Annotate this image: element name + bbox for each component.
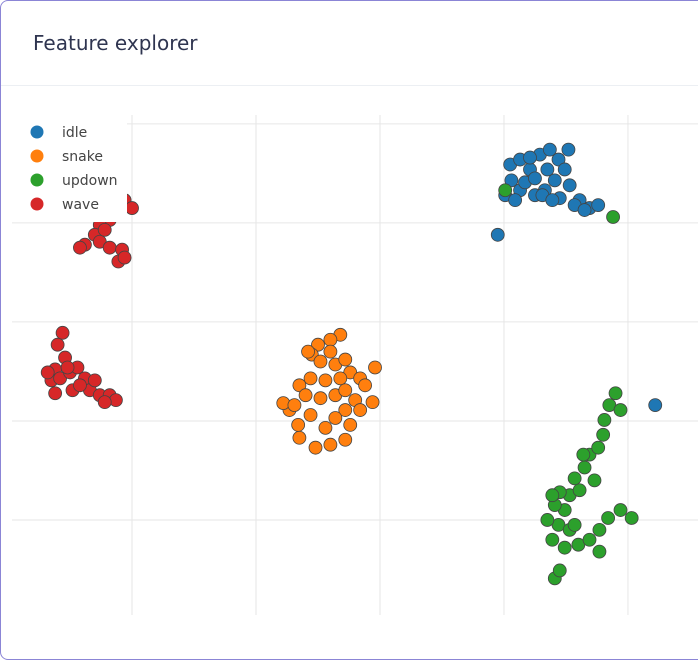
point xyxy=(613,403,628,417)
point xyxy=(338,383,353,398)
point xyxy=(608,386,623,401)
point xyxy=(498,183,513,198)
point xyxy=(567,518,582,532)
point xyxy=(540,513,555,527)
point xyxy=(60,360,75,375)
point xyxy=(561,142,576,157)
point xyxy=(508,193,523,208)
legend-label: idle xyxy=(62,125,87,141)
point xyxy=(125,201,139,215)
point xyxy=(48,386,63,401)
point xyxy=(287,398,302,412)
point xyxy=(353,403,368,417)
point xyxy=(547,173,562,188)
point xyxy=(338,352,353,367)
point xyxy=(97,222,112,237)
point xyxy=(545,488,560,503)
point xyxy=(591,198,606,212)
point xyxy=(55,325,70,340)
point xyxy=(545,532,560,547)
point xyxy=(87,373,102,388)
point xyxy=(318,373,333,388)
point xyxy=(301,344,315,359)
point xyxy=(576,447,591,462)
card-header: Feature explorer xyxy=(1,1,698,86)
point xyxy=(597,413,612,427)
point xyxy=(613,503,628,517)
point xyxy=(624,511,639,525)
point xyxy=(557,162,572,177)
point xyxy=(97,395,112,410)
point xyxy=(577,203,592,217)
point xyxy=(551,152,566,167)
point xyxy=(552,563,567,578)
point xyxy=(313,391,328,406)
point xyxy=(298,388,313,403)
point xyxy=(292,378,307,393)
legend-swatch xyxy=(30,197,44,211)
point xyxy=(542,142,557,157)
point xyxy=(313,354,328,369)
point xyxy=(596,427,611,442)
point xyxy=(338,403,353,417)
point xyxy=(323,437,338,452)
point xyxy=(358,378,373,393)
point xyxy=(504,173,519,188)
point xyxy=(50,337,65,352)
point xyxy=(562,178,577,193)
point xyxy=(311,337,325,352)
point xyxy=(117,250,132,265)
point xyxy=(606,210,620,224)
point xyxy=(318,420,333,435)
point xyxy=(523,150,537,165)
point xyxy=(368,360,382,375)
legend-swatch xyxy=(30,149,44,163)
point xyxy=(40,365,55,380)
point xyxy=(291,418,306,432)
series xyxy=(498,183,639,586)
point xyxy=(343,418,358,432)
point xyxy=(592,544,607,559)
legend-swatch xyxy=(30,125,44,139)
point xyxy=(572,483,587,498)
point xyxy=(333,371,348,386)
point xyxy=(582,532,597,547)
point xyxy=(308,440,323,455)
point xyxy=(323,344,338,359)
point xyxy=(528,171,542,186)
legend-label: snake xyxy=(62,149,103,165)
point xyxy=(365,395,380,410)
point xyxy=(577,460,592,475)
point xyxy=(73,378,87,393)
point xyxy=(587,473,602,488)
legend-label: wave xyxy=(62,197,99,213)
point xyxy=(592,522,607,537)
series xyxy=(276,327,382,455)
point xyxy=(567,471,582,486)
legend: idle snake updown wave xyxy=(12,118,127,222)
point xyxy=(490,227,505,242)
point xyxy=(328,411,343,425)
point xyxy=(102,240,117,255)
point xyxy=(303,408,318,422)
point xyxy=(338,432,353,447)
point xyxy=(292,430,307,445)
point xyxy=(545,193,560,208)
point xyxy=(323,332,338,347)
point xyxy=(73,240,87,255)
card-title: Feature explorer xyxy=(33,31,198,55)
point xyxy=(648,398,663,412)
point xyxy=(601,511,616,525)
series xyxy=(490,142,663,412)
point xyxy=(591,440,606,455)
point xyxy=(557,540,572,555)
point xyxy=(303,371,318,386)
legend-label: updown xyxy=(62,173,118,189)
legend-swatch xyxy=(30,173,44,187)
point xyxy=(540,162,555,177)
chart: idle snake updown wave xyxy=(12,115,698,615)
